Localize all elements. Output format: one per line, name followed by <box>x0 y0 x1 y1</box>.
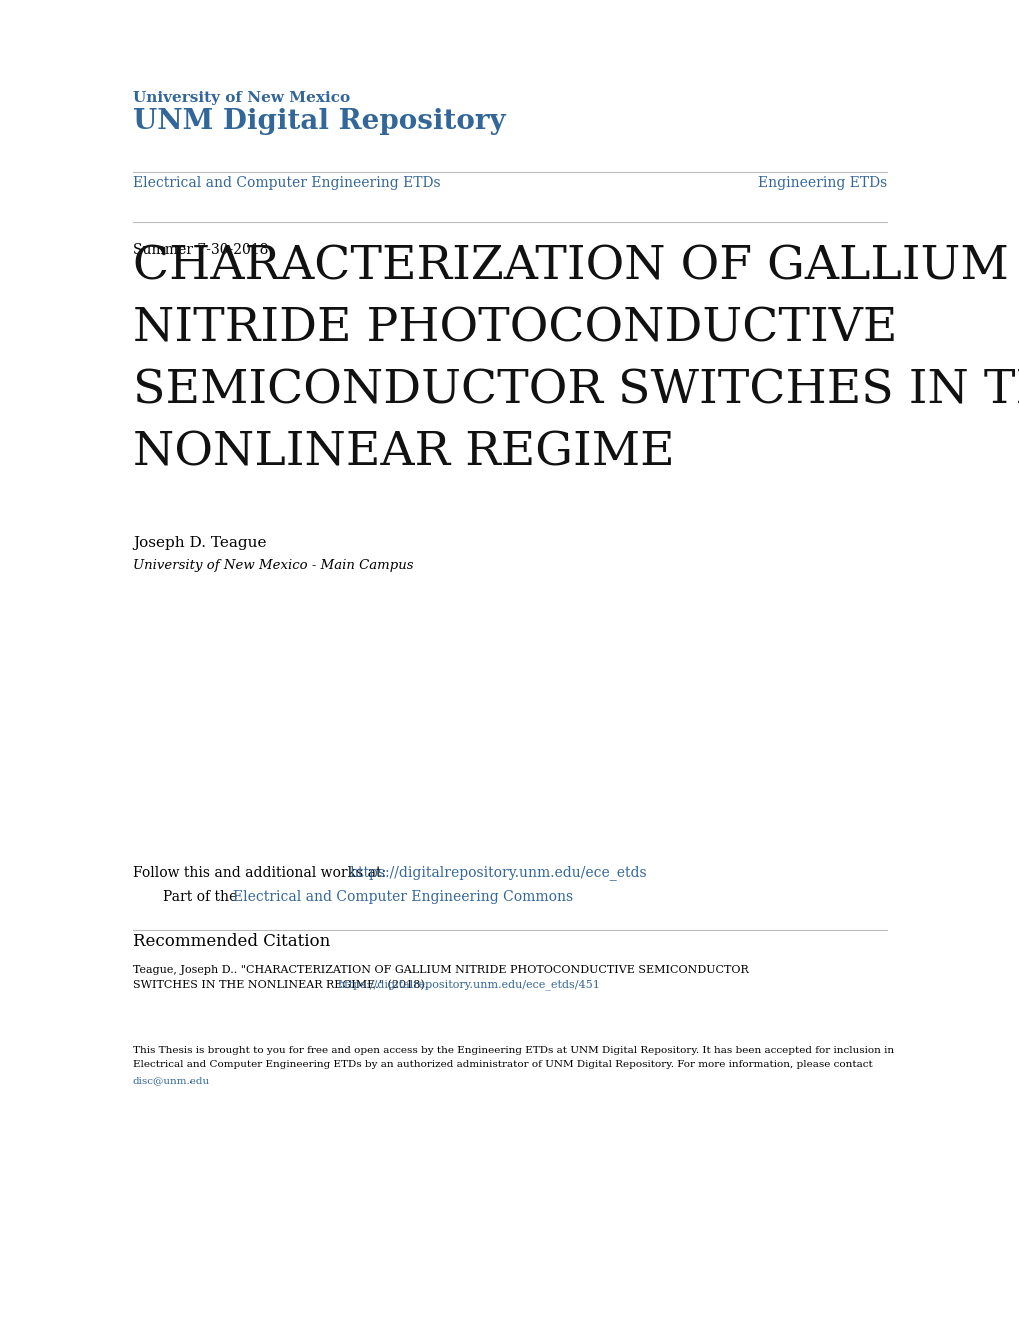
Text: https://digitalrepository.unm.edu/ece_etds: https://digitalrepository.unm.edu/ece_et… <box>350 865 646 880</box>
Text: CHARACTERIZATION OF GALLIUM: CHARACTERIZATION OF GALLIUM <box>132 244 1008 290</box>
Text: UNM Digital Repository: UNM Digital Repository <box>132 108 505 135</box>
Text: Engineering ETDs: Engineering ETDs <box>757 176 887 190</box>
Text: https://digitalrepository.unm.edu/ece_etds/451: https://digitalrepository.unm.edu/ece_et… <box>337 979 599 990</box>
Text: SEMICONDUCTOR SWITCHES IN THE: SEMICONDUCTOR SWITCHES IN THE <box>132 368 1019 414</box>
Text: disc@unm.edu: disc@unm.edu <box>132 1076 210 1085</box>
Text: University of New Mexico: University of New Mexico <box>132 91 350 106</box>
Text: SWITCHES IN THE NONLINEAR REGIME." (2018).: SWITCHES IN THE NONLINEAR REGIME." (2018… <box>132 979 431 990</box>
Text: NONLINEAR REGIME: NONLINEAR REGIME <box>132 430 674 477</box>
Text: University of New Mexico - Main Campus: University of New Mexico - Main Campus <box>132 558 413 572</box>
Text: Electrical and Computer Engineering ETDs by an authorized administrator of UNM D: Electrical and Computer Engineering ETDs… <box>132 1060 872 1069</box>
Text: Summer 7-30-2018: Summer 7-30-2018 <box>132 243 268 257</box>
Text: Recommended Citation: Recommended Citation <box>132 933 330 950</box>
Text: Electrical and Computer Engineering ETDs: Electrical and Computer Engineering ETDs <box>132 176 440 190</box>
Text: .: . <box>189 1076 192 1085</box>
Text: NITRIDE PHOTOCONDUCTIVE: NITRIDE PHOTOCONDUCTIVE <box>132 306 897 352</box>
Text: Part of the: Part of the <box>163 890 242 904</box>
Text: This Thesis is brought to you for free and open access by the Engineering ETDs a: This Thesis is brought to you for free a… <box>132 1045 894 1055</box>
Text: Follow this and additional works at:: Follow this and additional works at: <box>132 866 390 880</box>
Text: Electrical and Computer Engineering Commons: Electrical and Computer Engineering Comm… <box>233 890 573 904</box>
Text: Joseph D. Teague: Joseph D. Teague <box>132 536 266 550</box>
Text: Teague, Joseph D.. "CHARACTERIZATION OF GALLIUM NITRIDE PHOTOCONDUCTIVE SEMICOND: Teague, Joseph D.. "CHARACTERIZATION OF … <box>132 965 748 975</box>
